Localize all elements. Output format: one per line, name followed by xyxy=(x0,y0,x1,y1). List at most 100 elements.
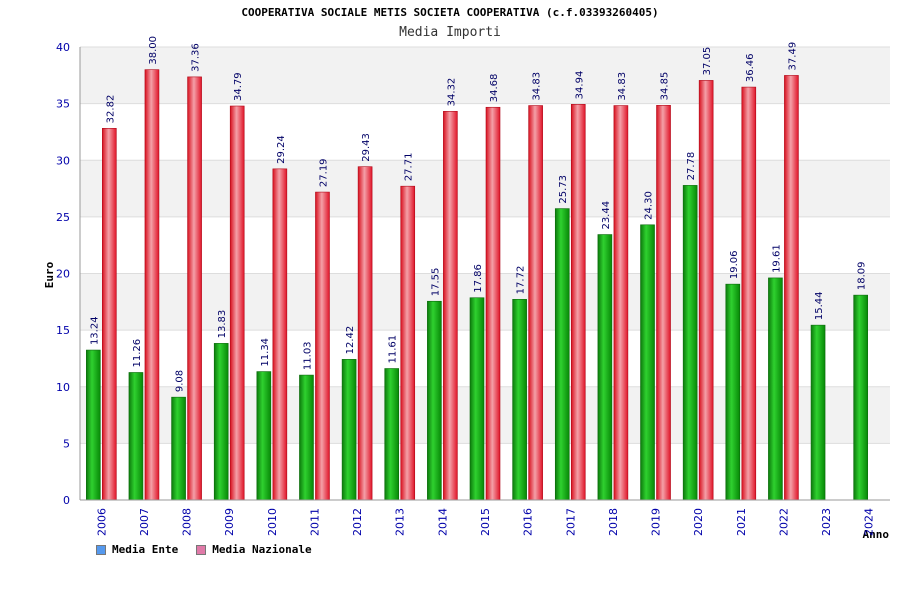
bar-media-nazionale xyxy=(528,105,543,501)
x-tick-label: 2024 xyxy=(863,508,876,536)
data-label-media-ente: 11.61 xyxy=(388,335,399,364)
x-tick-label: 2023 xyxy=(820,508,833,536)
x-tick-label: 2006 xyxy=(95,508,108,536)
bar-media-ente xyxy=(469,297,485,501)
x-tick-label: 2015 xyxy=(479,508,492,536)
data-label-media-ente: 25.73 xyxy=(558,175,569,204)
x-tick-label: 2007 xyxy=(138,508,151,536)
legend: Media Ente Media Nazionale xyxy=(96,543,312,556)
bar-media-ente xyxy=(128,372,144,501)
bar-media-ente xyxy=(427,300,442,501)
bar-media-ente xyxy=(853,294,868,501)
x-tick-label: 2008 xyxy=(181,508,194,536)
bar-media-nazionale xyxy=(741,86,757,501)
data-label-media-ente: 15.44 xyxy=(814,292,825,321)
x-tick-label: 2019 xyxy=(650,508,663,536)
data-label-media-nazionale: 37.36 xyxy=(191,43,202,72)
data-label-media-ente: 9.08 xyxy=(175,370,186,392)
bar-media-nazionale xyxy=(229,105,245,501)
y-tick-label: 40 xyxy=(56,41,70,54)
bar-media-ente xyxy=(341,359,357,501)
legend-label-media-nazionale: Media Nazionale xyxy=(212,543,312,556)
data-label-media-nazionale: 27.71 xyxy=(404,153,415,182)
bar-media-ente xyxy=(512,299,527,501)
legend-swatch-media-nazionale xyxy=(196,544,207,555)
bar-media-ente xyxy=(256,371,272,501)
x-tick-label: 2021 xyxy=(735,508,748,536)
bar-media-nazionale xyxy=(315,191,330,501)
x-tick-label: 2018 xyxy=(607,508,620,536)
bar-media-nazionale xyxy=(570,104,586,501)
data-label-media-ente: 13.24 xyxy=(89,316,100,345)
chart-title: COOPERATIVA SOCIALE METIS SOCIETA COOPER… xyxy=(241,6,659,19)
x-tick-label: 2014 xyxy=(436,508,449,536)
bar-media-nazionale xyxy=(272,168,288,501)
bar-media-nazionale xyxy=(485,106,501,501)
data-label-media-ente: 17.55 xyxy=(430,268,441,297)
x-axis-title: Anno xyxy=(863,528,890,541)
x-tick-label: 2016 xyxy=(522,508,535,536)
bar-media-nazionale xyxy=(613,105,629,501)
bar-media-ente xyxy=(299,374,314,501)
data-label-media-ente: 13.83 xyxy=(217,310,228,339)
x-tick-label: 2010 xyxy=(266,508,279,536)
bar-media-ente xyxy=(213,343,229,501)
x-tick-label: 2022 xyxy=(777,508,790,536)
data-label-media-nazionale: 34.83 xyxy=(617,72,628,101)
data-label-media-nazionale: 37.49 xyxy=(787,42,798,71)
x-tick-label: 2012 xyxy=(351,508,364,536)
data-label-media-nazionale: 37.05 xyxy=(702,47,713,76)
y-axis-title: Euro xyxy=(43,261,56,288)
data-label-media-ente: 11.34 xyxy=(260,338,271,367)
y-tick-label: 5 xyxy=(63,437,70,450)
bar-media-nazionale xyxy=(443,111,458,501)
x-tick-label: 2020 xyxy=(692,508,705,536)
data-label-media-nazionale: 34.83 xyxy=(532,72,543,101)
bar-media-nazionale xyxy=(784,75,799,501)
bar-media-ente xyxy=(597,234,613,501)
data-label-media-nazionale: 36.46 xyxy=(745,53,756,82)
data-label-media-nazionale: 27.19 xyxy=(318,158,329,187)
chart-subtitle: Media Importi xyxy=(399,25,501,40)
data-label-media-ente: 18.09 xyxy=(857,261,868,290)
y-tick-label: 20 xyxy=(56,268,70,281)
legend-item-media-ente: Media Ente xyxy=(96,543,178,556)
data-label-media-ente: 19.06 xyxy=(729,251,740,280)
bar-media-nazionale xyxy=(357,166,373,501)
bar-media-ente xyxy=(725,283,741,501)
data-label-media-nazionale: 38.00 xyxy=(148,36,159,65)
y-tick-label: 35 xyxy=(56,98,70,111)
y-tick-label: 0 xyxy=(63,494,70,507)
bar-media-nazionale xyxy=(400,185,416,501)
data-label-media-nazionale: 29.24 xyxy=(276,135,287,164)
bar-media-nazionale xyxy=(698,80,714,501)
data-label-media-ente: 24.30 xyxy=(644,191,655,220)
legend-label-media-ente: Media Ente xyxy=(112,543,179,556)
legend-swatch-media-ente xyxy=(96,544,106,555)
y-tick-label: 10 xyxy=(56,381,70,394)
x-tick-label: 2013 xyxy=(394,508,407,536)
legend-item-media-nazionale: Media Nazionale xyxy=(196,543,312,556)
y-tick-label: 30 xyxy=(56,154,70,167)
data-label-media-ente: 11.03 xyxy=(302,341,313,370)
data-label-media-ente: 27.78 xyxy=(686,152,697,181)
data-label-media-ente: 19.61 xyxy=(771,244,782,273)
bar-media-nazionale xyxy=(656,105,671,501)
x-tick-label: 2017 xyxy=(564,508,577,536)
data-label-media-nazionale: 34.94 xyxy=(574,71,585,100)
data-label-media-ente: 23.44 xyxy=(601,201,612,230)
bar-media-ente xyxy=(768,277,783,501)
data-label-media-nazionale: 32.82 xyxy=(105,95,116,124)
bar-media-ente xyxy=(86,349,101,501)
data-label-media-ente: 12.42 xyxy=(345,326,356,355)
data-label-media-nazionale: 34.85 xyxy=(660,72,671,101)
data-label-media-nazionale: 34.32 xyxy=(446,78,457,107)
bar-media-ente xyxy=(384,368,400,501)
bar-media-ente xyxy=(640,224,655,501)
bar-media-ente xyxy=(171,396,186,501)
bar-media-ente xyxy=(682,185,698,501)
bar-media-ente xyxy=(810,324,826,501)
bar-media-nazionale xyxy=(187,76,202,501)
bar-media-nazionale xyxy=(144,69,160,501)
